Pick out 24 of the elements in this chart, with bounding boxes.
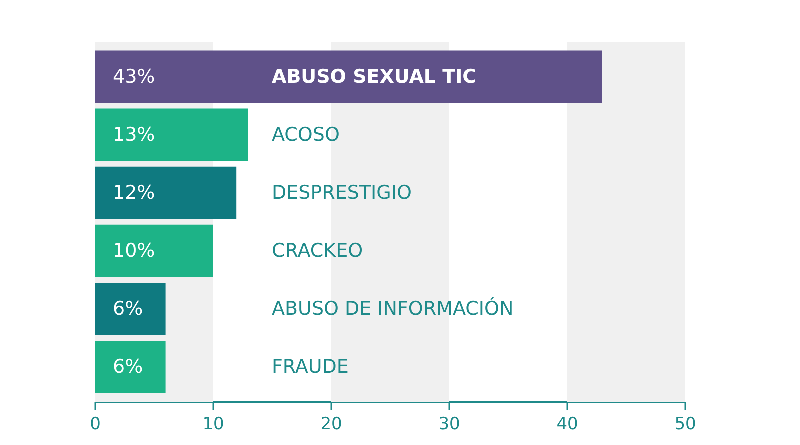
data-label: 43% xyxy=(113,66,156,88)
y-tick-label: ABUSO SEXUAL TIC xyxy=(272,66,477,88)
y-tick-label: DESPRESTIGIO xyxy=(272,182,412,204)
x-tick-label: 20 xyxy=(320,414,342,434)
data-label: 6% xyxy=(113,298,144,320)
y-tick-label: ABUSO DE INFORMACIÓN xyxy=(272,297,514,320)
bar xyxy=(95,108,248,162)
y-tick-label: ACOSO xyxy=(272,124,340,146)
x-tick-label: 30 xyxy=(438,414,460,434)
y-tick-label: CRACKEO xyxy=(272,240,364,262)
bar xyxy=(95,224,213,278)
y-tick-label: FRAUDE xyxy=(272,356,349,378)
x-tick-label: 0 xyxy=(90,414,101,434)
x-tick-label: 50 xyxy=(674,414,696,434)
data-label: 12% xyxy=(113,182,156,204)
bar xyxy=(95,50,602,103)
data-label: 13% xyxy=(113,124,156,146)
data-label: 10% xyxy=(113,240,156,262)
bar xyxy=(95,282,166,336)
x-tick-label: 40 xyxy=(556,414,578,434)
data-label: 6% xyxy=(113,356,144,378)
bar xyxy=(95,166,237,220)
bar xyxy=(95,341,166,394)
x-tick-label: 10 xyxy=(202,414,224,434)
